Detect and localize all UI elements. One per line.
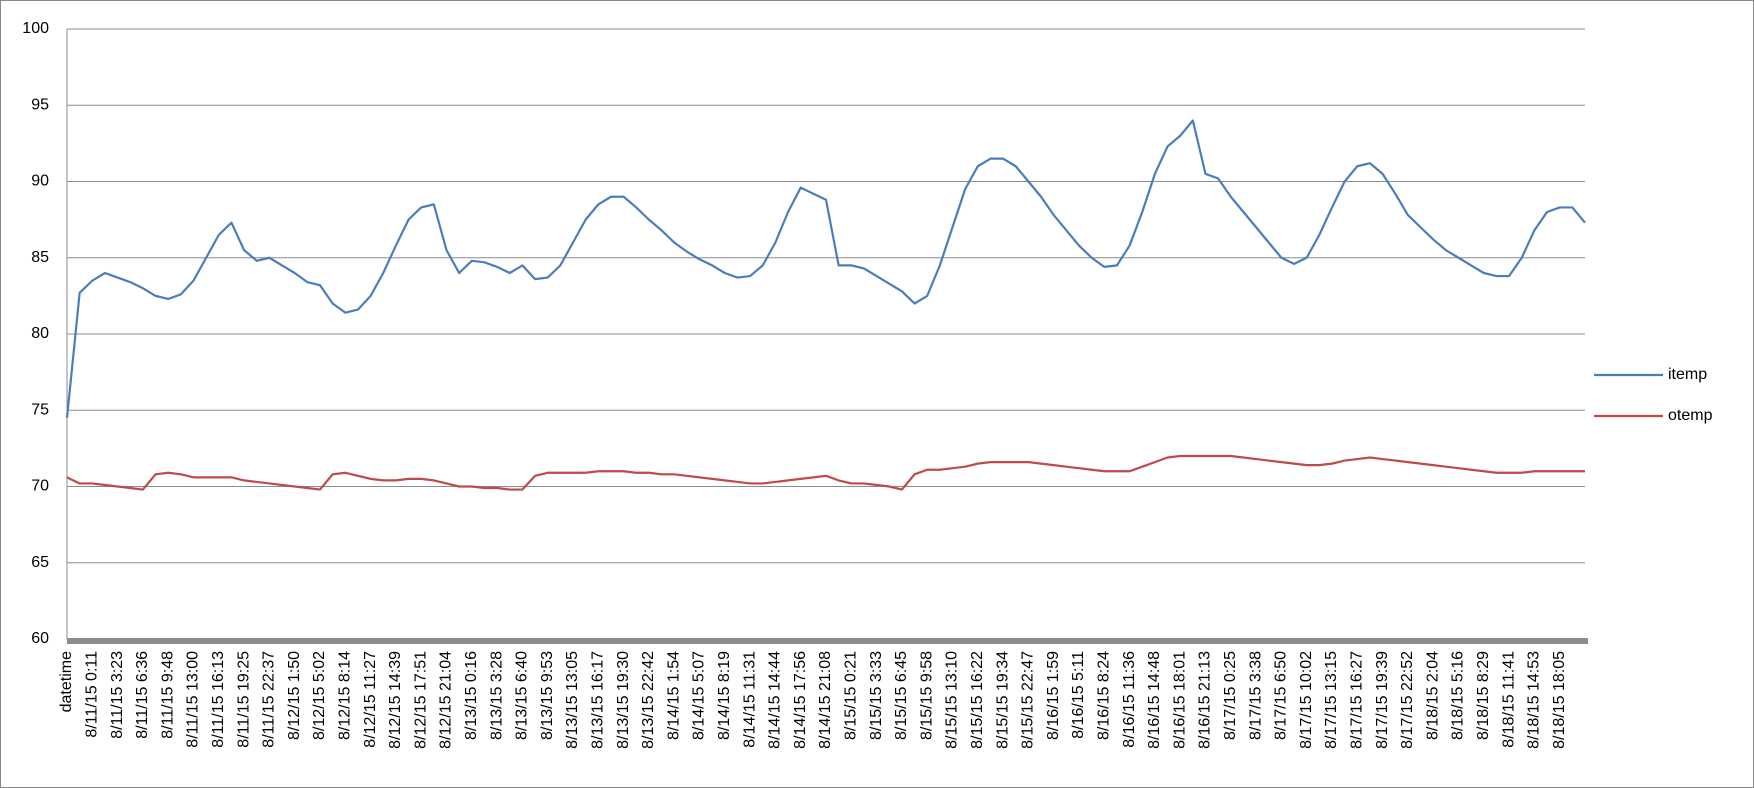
x-tick-label: 8/17/15 10:02: [1298, 651, 1315, 749]
series-line: [65, 119, 1586, 418]
x-tick-label: 8/12/15 11:27: [362, 651, 379, 748]
x-tick-label: 8/17/15 16:27: [1349, 651, 1366, 749]
x-tick-label: 8/12/15 17:51: [412, 651, 429, 749]
x-tick-label: 8/12/15 14:39: [387, 651, 404, 749]
x-tick-label: 8/17/15 3:38: [1247, 651, 1264, 740]
x-tick-label: 8/13/15 22:42: [640, 651, 657, 749]
x-tick-label: 8/11/15 0:11: [84, 651, 101, 738]
x-tick-label: 8/11/15 13:00: [185, 651, 202, 748]
y-tick-label: 95: [31, 96, 49, 113]
x-tick-label: 8/15/15 22:47: [1020, 651, 1037, 749]
x-tick-label: 8/16/15 8:24: [1096, 651, 1113, 740]
x-tick-label: 8/13/15 0:16: [463, 651, 480, 740]
x-tick-label: 8/14/15 17:56: [792, 651, 809, 749]
series-line: [66, 454, 1585, 491]
x-tick-label: 8/17/15 22:52: [1399, 651, 1416, 749]
x-tick-label: 8/18/15 5:16: [1450, 651, 1467, 740]
x-tick-label: 8/13/15 3:28: [488, 651, 505, 740]
x-tick-label: 8/15/15 19:34: [994, 651, 1011, 749]
x-tick-label: 8/11/15 16:13: [210, 651, 227, 748]
x-tick-label: 8/16/15 1:59: [1045, 651, 1062, 740]
x-tick-label: 8/18/15 2:04: [1424, 651, 1441, 740]
y-tick-label: 75: [31, 401, 49, 418]
x-tick-label: 8/11/15 22:37: [261, 651, 278, 748]
x-tick-label: 8/16/15 11:36: [1121, 651, 1138, 748]
x-tick-label: datetime: [58, 651, 75, 712]
x-tick-label: 8/11/15 9:48: [159, 651, 176, 739]
x-tick-label: 8/16/15 14:48: [1146, 651, 1163, 749]
x-tick-label: 8/15/15 0:21: [843, 651, 860, 740]
x-tick-label: 8/17/15 19:39: [1374, 651, 1391, 749]
legend-label: otemp: [1668, 407, 1713, 424]
x-tick-label: 8/14/15 1:54: [665, 651, 682, 740]
x-tick-label: 8/18/15 14:53: [1526, 651, 1543, 749]
y-tick-label: 90: [31, 173, 49, 190]
x-tick-label: 8/14/15 14:44: [767, 651, 784, 749]
x-tick-label: 8/17/15 6:50: [1273, 651, 1290, 740]
x-tick-label: 8/12/15 21:04: [438, 651, 455, 749]
x-tick-label: 8/15/15 6:45: [893, 651, 910, 740]
x-tick-label: 8/12/15 1:50: [286, 651, 303, 740]
y-tick-label: 80: [31, 325, 49, 342]
y-tick-label: 70: [31, 478, 49, 495]
legend-label: itemp: [1668, 366, 1707, 383]
x-tick-label: 8/15/15 3:33: [868, 651, 885, 740]
x-tick-label: 8/14/15 5:07: [691, 651, 708, 740]
x-tick-label: 8/11/15 19:25: [235, 651, 252, 748]
x-axis: [67, 638, 1588, 644]
x-tick-label: 8/14/15 21:08: [817, 651, 834, 749]
y-tick-label: 85: [31, 249, 49, 266]
x-tick-label: 8/13/15 13:05: [564, 651, 581, 749]
y-tick-label: 60: [31, 630, 49, 647]
x-tick-label: 8/18/15 11:41: [1500, 651, 1517, 748]
y-tick-label: 65: [31, 554, 49, 571]
x-tick-label: 8/15/15 16:22: [969, 651, 986, 749]
x-tick-label: 8/13/15 16:17: [590, 651, 607, 749]
x-tick-label: 8/11/15 3:23: [109, 651, 126, 739]
x-tick-label: 8/11/15 6:36: [134, 651, 151, 739]
x-tick-label: 8/15/15 13:10: [944, 651, 961, 749]
x-tick-label: 8/16/15 18:01: [1171, 651, 1188, 749]
x-tick-label: 8/18/15 8:29: [1475, 651, 1492, 740]
y-tick-label: 100: [22, 20, 49, 37]
x-tick-label: 8/17/15 0:25: [1222, 651, 1239, 740]
x-tick-label: 8/14/15 11:31: [741, 651, 758, 748]
x-tick-label: 8/12/15 5:02: [311, 651, 328, 740]
x-tick-label: 8/13/15 19:30: [615, 651, 632, 749]
x-tick-label: 8/17/15 13:15: [1323, 651, 1340, 749]
x-tick-label: 8/18/15 18:05: [1551, 651, 1568, 749]
x-tick-label: 8/16/15 21:13: [1197, 651, 1214, 749]
x-tick-label: 8/13/15 6:40: [514, 651, 531, 740]
x-tick-label: 8/13/15 9:53: [539, 651, 556, 740]
x-tick-label: 8/16/15 5:11: [1070, 651, 1087, 739]
x-tick-label: 8/14/15 8:19: [716, 651, 733, 740]
x-tick-label: 8/12/15 8:14: [337, 651, 354, 740]
x-tick-label: 8/15/15 9:58: [918, 651, 935, 740]
